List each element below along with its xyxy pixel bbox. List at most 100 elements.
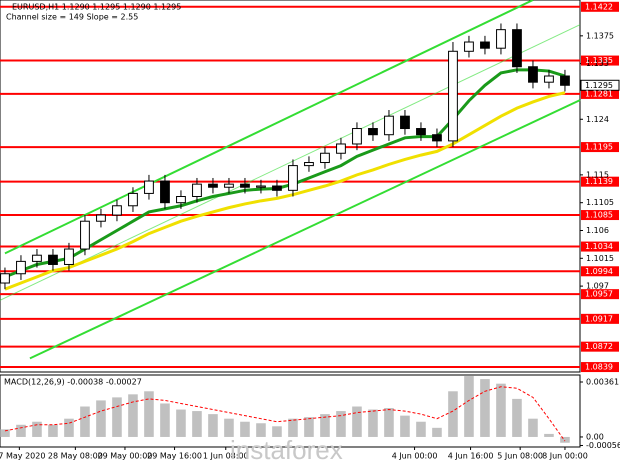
macd-bar xyxy=(0,429,10,437)
macd-bar xyxy=(64,418,74,437)
level-label-box xyxy=(581,241,619,252)
candle-body xyxy=(352,128,362,145)
level-label: 1.0872 xyxy=(585,342,613,351)
level-label-box xyxy=(581,289,619,300)
level-label: 1.1422 xyxy=(585,2,613,11)
watermark: instaforex xyxy=(230,435,343,465)
candle-body xyxy=(432,134,442,142)
macd-bar xyxy=(160,403,170,437)
candle-body xyxy=(64,248,74,265)
current-price-label: 1.1295 xyxy=(585,81,613,90)
candle-body xyxy=(112,205,122,216)
macd-bar xyxy=(240,421,250,437)
candle-body xyxy=(256,185,266,188)
candle-body xyxy=(336,143,346,154)
level-label: 1.0994 xyxy=(585,267,613,276)
macd-bar xyxy=(112,397,122,437)
y-tick-label: 1.1105 xyxy=(586,198,614,207)
macd-bar xyxy=(176,409,186,437)
candle-body xyxy=(464,41,474,52)
candle-body xyxy=(448,50,458,142)
level-label-box xyxy=(581,313,619,324)
candle-body xyxy=(320,152,330,164)
macd-label: MACD(12,26,9) -0.00038 -0.00027 xyxy=(4,378,142,387)
level-label-box xyxy=(581,1,619,12)
level-label-box xyxy=(581,266,619,277)
candle-body xyxy=(0,273,10,284)
x-tick-label: 8 Jun 00:00 xyxy=(542,452,588,461)
y-tick-label: 1.1015 xyxy=(586,254,614,263)
macd-bar xyxy=(416,421,426,437)
macd-bar xyxy=(352,406,362,437)
x-tick-label: 5 Jun 08:00 xyxy=(497,452,543,461)
level-label: 1.0957 xyxy=(585,290,613,299)
macd-bar xyxy=(512,398,522,437)
candle-body xyxy=(208,183,218,188)
macd-bar xyxy=(432,427,442,437)
level-label-box xyxy=(581,341,619,352)
level-label-box xyxy=(581,142,619,153)
macd-bar xyxy=(128,394,138,437)
macd-bar xyxy=(560,436,570,443)
level-label: 1.1139 xyxy=(585,177,613,186)
channel-line xyxy=(4,0,534,255)
chart-title: EURUSD,H1 1.1290 1.1295 1.1290 1.1295 xyxy=(12,3,181,12)
macd-bar xyxy=(368,409,378,437)
macd-bar xyxy=(336,411,346,437)
channel-line xyxy=(0,24,581,301)
candle-body xyxy=(496,29,506,49)
macd-bar xyxy=(544,433,554,437)
macd-tick-label: -0.00056 xyxy=(586,441,620,450)
level-label-box xyxy=(581,176,619,187)
y-tick-label: 1.124 xyxy=(586,115,609,124)
level-label: 1.0839 xyxy=(585,363,613,372)
moving-average xyxy=(4,68,566,279)
macd-bar xyxy=(288,418,298,437)
candle-body xyxy=(160,180,170,204)
macd-signal xyxy=(4,386,566,442)
y-tick-label: 1.1375 xyxy=(586,31,614,40)
macd-bar xyxy=(496,383,506,437)
level-label: 1.1281 xyxy=(585,89,613,98)
macd-bar xyxy=(464,376,474,437)
macd-bar xyxy=(224,418,234,437)
macd-bar xyxy=(320,414,330,437)
y-tick-label: 1.115 xyxy=(586,170,609,179)
candle-body xyxy=(512,29,522,68)
candle-body xyxy=(560,75,570,86)
macd-bar xyxy=(80,406,90,437)
level-label: 1.1034 xyxy=(585,242,613,251)
macd-bar xyxy=(96,400,106,437)
candle-body xyxy=(48,254,58,265)
level-label: 1.1085 xyxy=(585,211,613,220)
y-tick-label: 1.133 xyxy=(586,59,609,68)
x-tick-label: 29 May 16:00 xyxy=(147,452,202,461)
x-tick-label: 4 Jun 00:00 xyxy=(392,452,438,461)
y-tick-label: 1.106 xyxy=(586,226,609,235)
candle-body xyxy=(128,192,138,207)
level-label: 1.1195 xyxy=(585,143,613,152)
candle-body xyxy=(416,128,426,136)
candle-body xyxy=(384,115,394,136)
candle-body xyxy=(80,220,90,250)
level-label-box xyxy=(581,362,619,373)
macd-bar xyxy=(208,414,218,437)
macd-bar xyxy=(448,391,458,437)
candle-body xyxy=(16,260,26,275)
macd-bar xyxy=(528,418,538,437)
x-tick-label: 28 May 08:00 xyxy=(48,452,103,461)
candle-body xyxy=(304,162,314,167)
moving-average xyxy=(4,91,566,291)
channel-line xyxy=(29,99,581,360)
level-label: 1.1335 xyxy=(585,56,613,65)
candle-body xyxy=(480,41,490,49)
candle-body xyxy=(272,185,282,191)
candle-body xyxy=(32,254,42,262)
candle-body xyxy=(544,75,554,83)
candle-body xyxy=(96,214,106,222)
macd-bar xyxy=(144,391,154,437)
level-label-box xyxy=(581,210,619,221)
macd-tick-label: 0.00 xyxy=(586,432,604,441)
candle-body xyxy=(400,115,410,130)
